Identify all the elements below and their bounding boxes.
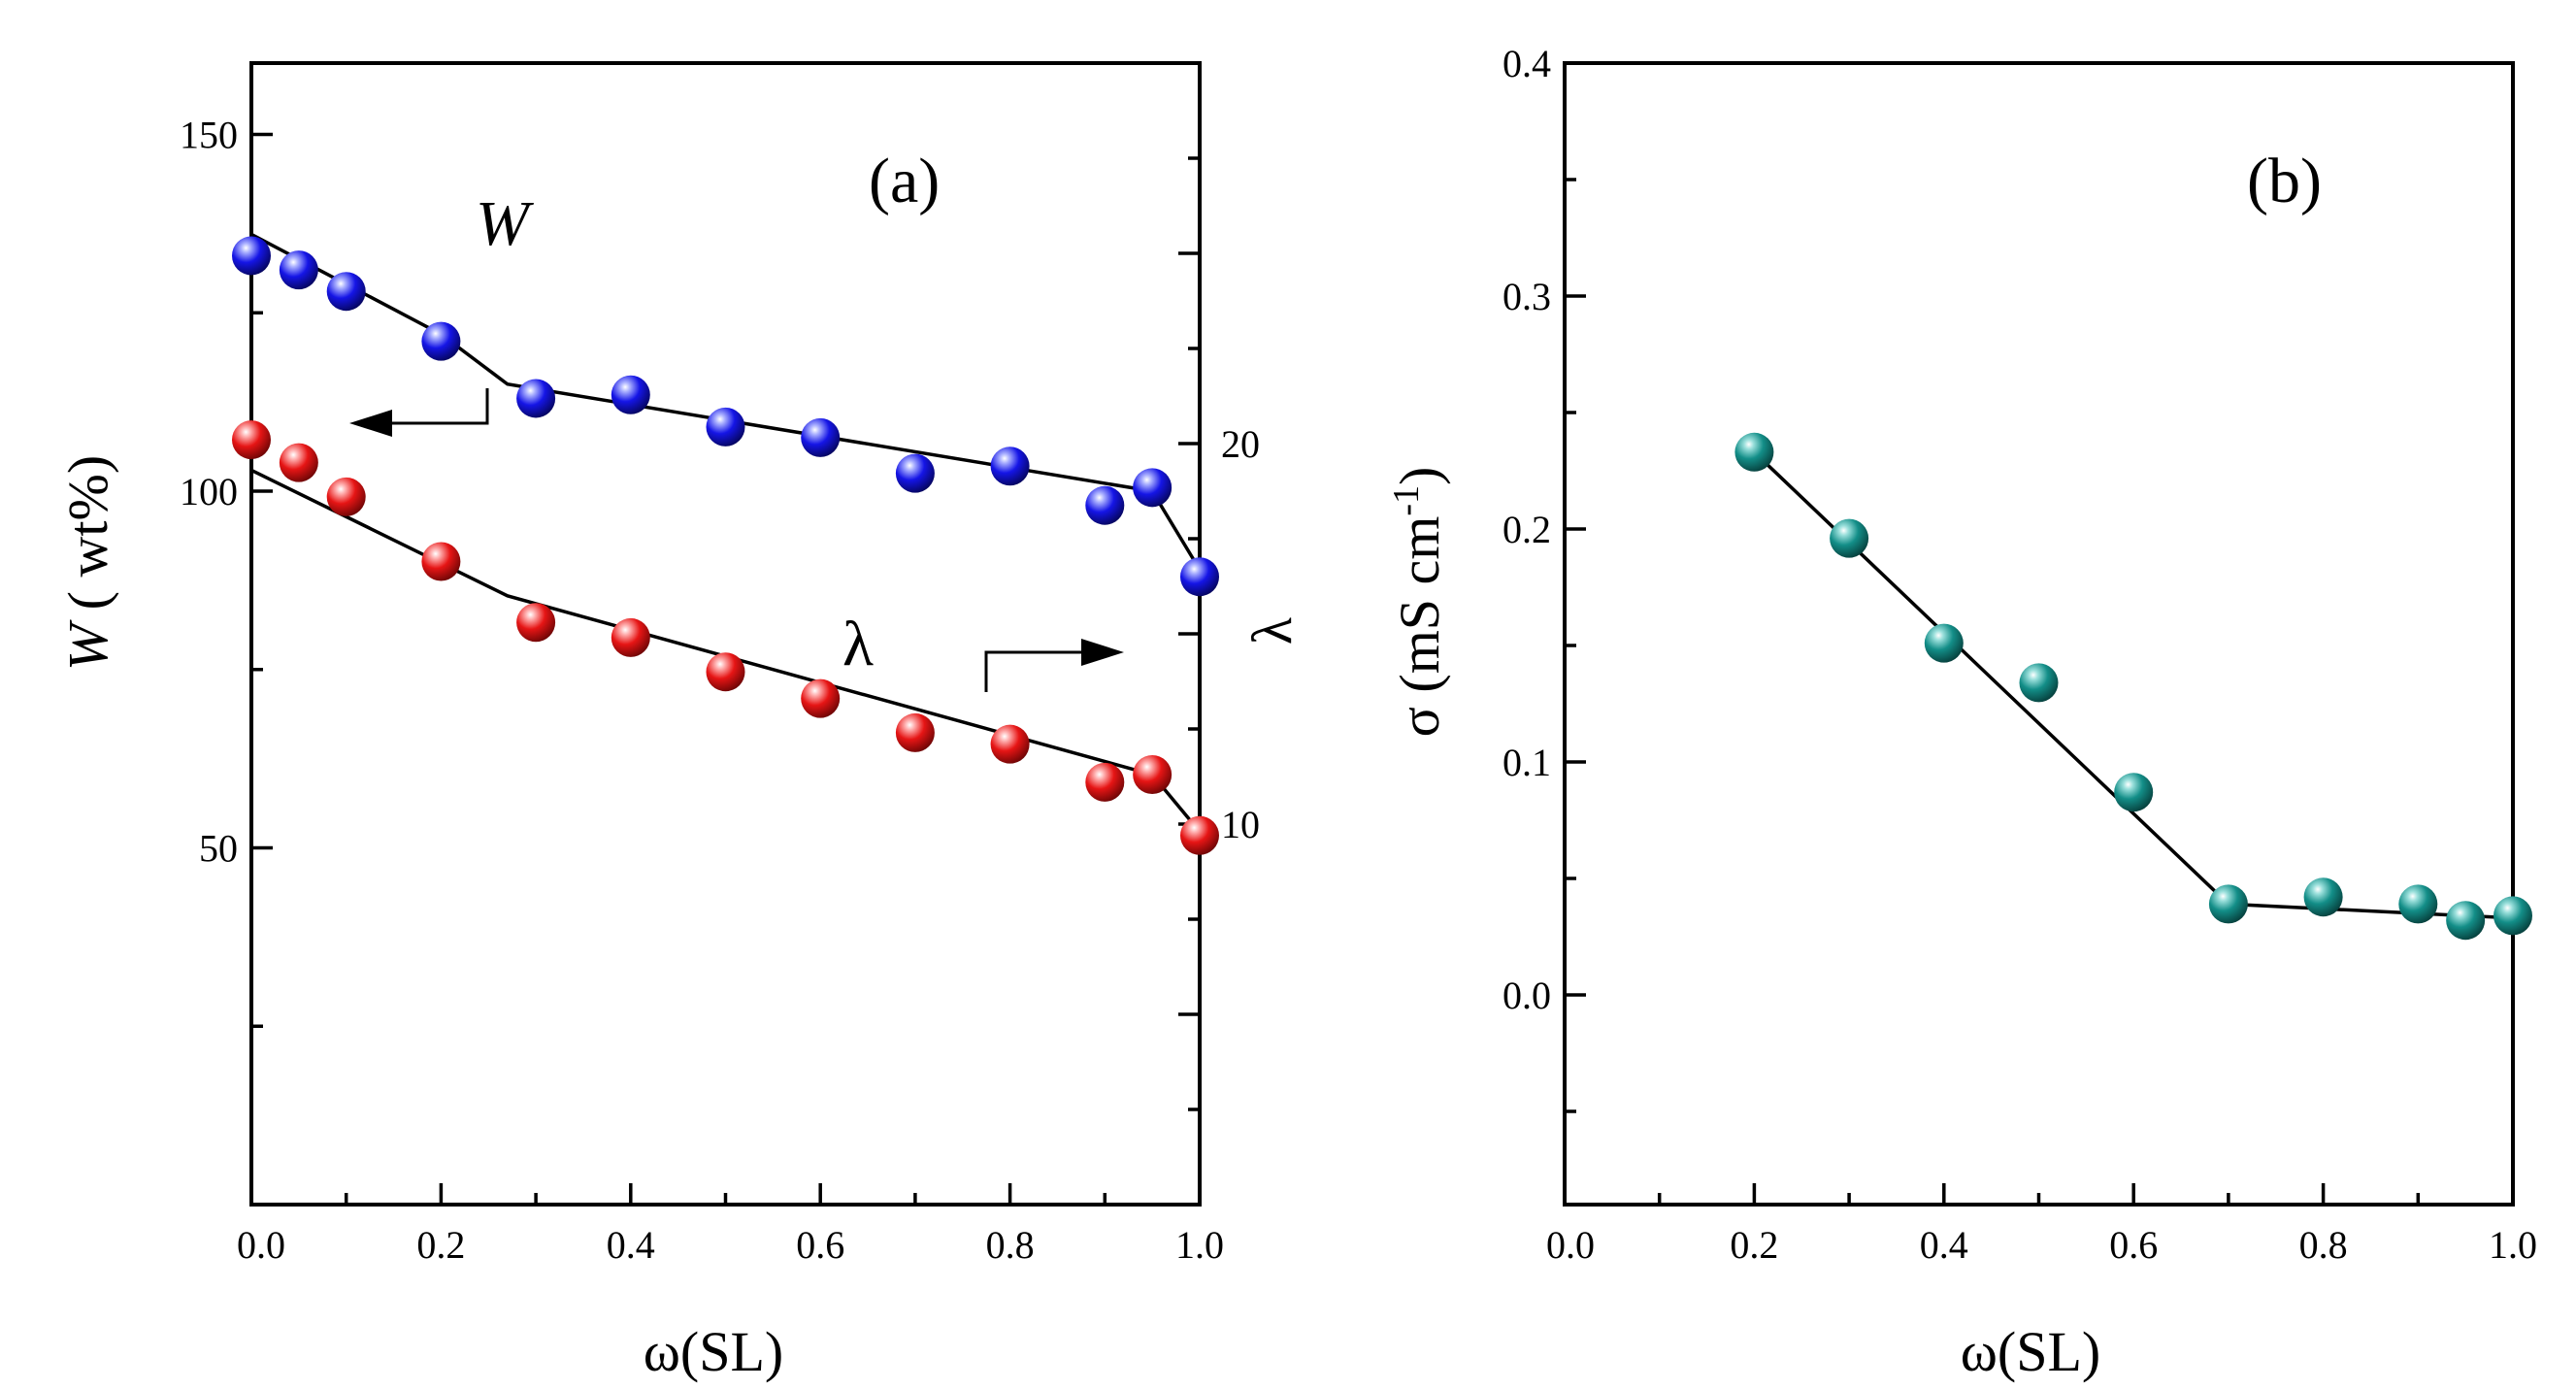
sigma-point <box>2398 884 2438 924</box>
sigma-point <box>1830 518 1869 558</box>
panel-a-y-tick-labels: 50 100 150 <box>180 114 238 871</box>
panel-a-label: (a) <box>869 146 940 216</box>
panel-b-y-axis-title-end: ) <box>1388 467 1451 485</box>
lambda-point <box>895 712 935 752</box>
sigma-point <box>2493 896 2532 936</box>
panel-b-y-axis-title: σ (mS cm-1) <box>1386 467 1451 738</box>
lambda-point <box>421 542 461 581</box>
panel-b-points <box>1734 432 2532 941</box>
a-x-tick-label: 0.2 <box>416 1223 465 1267</box>
w-point <box>1180 557 1219 597</box>
b-y-tick-label: 0.0 <box>1503 974 1551 1017</box>
lambda-point <box>1133 755 1172 795</box>
panel-b-ticks <box>1563 178 2515 1205</box>
w-series-label: W <box>476 188 534 259</box>
a-right-tick-label: 10 <box>1221 803 1260 846</box>
sigma-point <box>2208 884 2248 924</box>
a-y-tick-label: 100 <box>180 470 238 513</box>
right-axis-arrow <box>984 639 1124 692</box>
b-y-tick-label: 0.3 <box>1503 275 1551 318</box>
panel-b-x-axis-title: ω(SL) <box>1961 1320 2101 1383</box>
lambda-point <box>232 420 271 460</box>
a-x-tick-label: 0.8 <box>986 1223 1035 1267</box>
w-point <box>326 272 366 312</box>
lambda-point <box>611 617 650 657</box>
panel-a-y-axis-title: W ( wt%) <box>56 455 119 671</box>
panel-a-y-axis-title-rest: ( wt%) <box>56 455 119 624</box>
panel-b-y-axis-title-sup: -1 <box>1386 485 1427 516</box>
b-x-tick-label: 0.6 <box>2109 1223 2158 1267</box>
sigma-point <box>1924 623 1964 663</box>
panel-b-y-axis-title-main: σ (mS cm <box>1388 516 1451 738</box>
a-x-tick-label: 0.4 <box>607 1223 655 1267</box>
lambda-point <box>706 652 745 692</box>
w-point <box>1133 468 1172 508</box>
b-y-tick-label: 0.1 <box>1503 741 1551 784</box>
lambda-series-label: λ <box>842 609 874 679</box>
b-x-tick-label: 1.0 <box>2489 1223 2537 1267</box>
w-point <box>895 453 935 493</box>
w-point <box>990 446 1030 486</box>
sigma-fit-line <box>1753 450 2514 920</box>
w-point <box>706 407 745 446</box>
panel-a-points <box>232 236 1219 855</box>
panel-b-frame <box>1563 61 2515 1207</box>
sigma-point <box>2303 877 2343 917</box>
b-x-tick-label: 0.0 <box>1546 1223 1595 1267</box>
w-point <box>801 417 841 457</box>
sigma-point <box>1734 432 1774 472</box>
panel-a-x-tick-labels: 0.0 0.2 0.4 0.6 0.8 1.0 <box>237 1223 1224 1267</box>
panel-b: 0.0 0.2 0.4 0.6 0.8 1.0 0.0 0.1 0.2 0.3 … <box>1386 42 2537 1383</box>
lambda-point <box>516 603 556 643</box>
lambda-point <box>1180 815 1219 855</box>
w-point <box>421 321 461 361</box>
lambda-point <box>279 443 318 482</box>
panel-b-x-tick-labels: 0.0 0.2 0.4 0.6 0.8 1.0 <box>1546 1223 2537 1267</box>
lambda-point <box>1085 762 1125 802</box>
a-y-tick-label: 50 <box>199 827 238 871</box>
a-x-tick-label: 0.0 <box>237 1223 285 1267</box>
w-point <box>232 236 271 276</box>
panel-b-y-tick-labels: 0.0 0.1 0.2 0.3 0.4 <box>1503 42 1551 1017</box>
panel-a-ticks <box>249 132 1202 1205</box>
b-x-tick-label: 0.8 <box>2299 1223 2348 1267</box>
b-y-tick-label: 0.2 <box>1503 508 1551 551</box>
panel-b-fit-line <box>1753 450 2514 920</box>
panel-b-label: (b) <box>2247 146 2322 216</box>
a-right-tick-label: 20 <box>1221 422 1260 466</box>
w-fit-line <box>250 232 1202 571</box>
lambda-point <box>326 477 366 516</box>
sigma-point <box>2114 773 2154 812</box>
w-point <box>1085 485 1125 525</box>
lambda-point <box>801 678 841 718</box>
panel-a-x-axis-title: ω(SL) <box>644 1320 784 1383</box>
b-x-tick-label: 0.4 <box>1920 1223 1968 1267</box>
panel-a-frame <box>249 61 1202 1207</box>
b-x-tick-label: 0.2 <box>1730 1223 1778 1267</box>
w-point <box>516 379 556 418</box>
left-axis-arrow <box>349 388 489 437</box>
panel-a: 0.0 0.2 0.4 0.6 0.8 1.0 50 100 150 10 20… <box>56 61 1304 1383</box>
a-y-tick-label: 150 <box>180 114 238 157</box>
lambda-point <box>990 724 1030 764</box>
a-x-tick-label: 0.6 <box>796 1223 844 1267</box>
panel-a-y-axis-title-italic: W <box>56 619 119 671</box>
a-x-tick-label: 1.0 <box>1175 1223 1224 1267</box>
b-y-tick-label: 0.4 <box>1503 42 1551 85</box>
w-point <box>279 250 318 290</box>
w-point <box>611 375 650 414</box>
sigma-point <box>2019 663 2059 703</box>
panel-a-right-axis-title: λ <box>1240 617 1304 645</box>
sigma-point <box>2446 901 2486 941</box>
panel-a-fit-lines <box>250 232 1202 833</box>
panel-a-right-tick-labels: 10 20 <box>1221 422 1260 846</box>
